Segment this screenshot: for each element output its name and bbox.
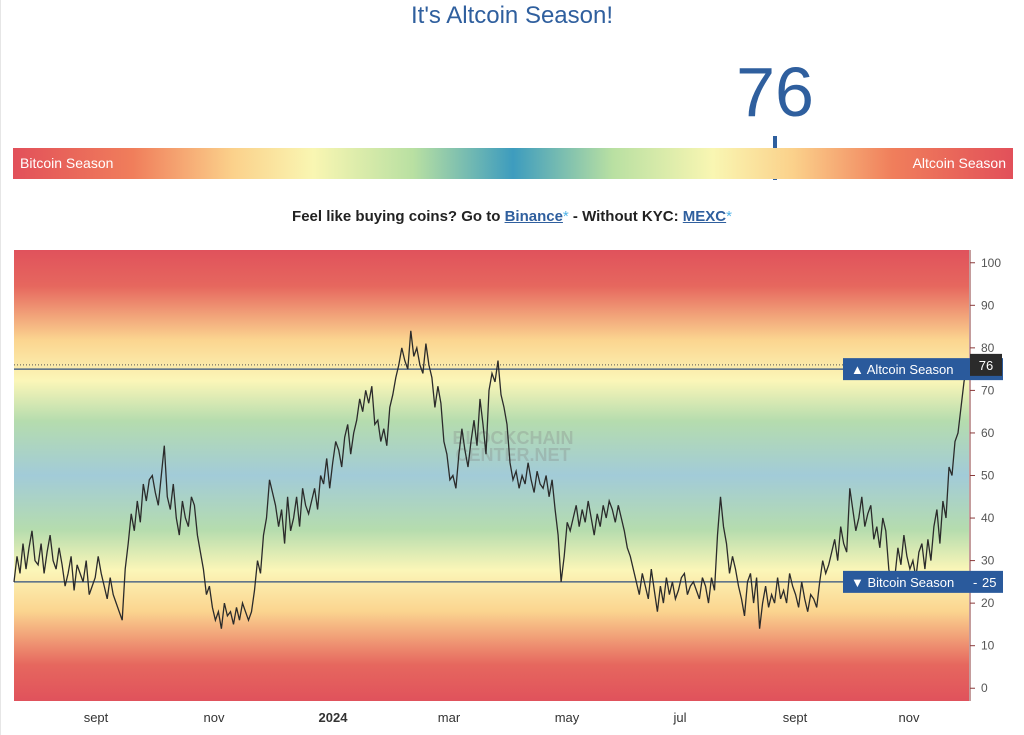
threshold-sep-1: - (973, 575, 977, 590)
y-tick-label-10: 10 (981, 639, 995, 653)
x-tick-label-5: jul (672, 710, 686, 725)
y-tick-label-60: 60 (981, 426, 995, 440)
threshold-label-1: ▼ Bitcoin Season (851, 575, 954, 590)
binance-link[interactable]: Binance (504, 208, 563, 225)
y-tick-label-80: 80 (981, 341, 995, 355)
threshold-label-box-1 (843, 570, 1003, 593)
x-tick-label-2: 2024 (319, 710, 349, 725)
x-tick-label-0: sept (84, 710, 109, 725)
current-value-box (970, 353, 1002, 376)
y-tick-label-50: 50 (981, 469, 995, 483)
threshold-label-box-0 (843, 358, 1003, 381)
threshold-value-1: 25 (982, 575, 996, 590)
index-value: 76 (736, 53, 814, 131)
y-tick-label-40: 40 (981, 511, 995, 525)
x-tick-label-1: nov (204, 710, 225, 725)
promo-text-1: Feel like buying coins? Go to (292, 208, 505, 225)
watermark: BLOCKCHAIN CENTER.NET (453, 428, 574, 465)
gauge-label-altcoin-season: Altcoin Season (912, 155, 1006, 171)
x-tick-label-3: mar (438, 710, 461, 725)
altcoin-index-chart: BLOCKCHAIN CENTER.NET 0 10 20 30 40 50 60 70 80 9… (13, 250, 1003, 725)
binance-star: * (562, 208, 569, 225)
mexc-star: * (726, 208, 732, 225)
threshold-label-0: ▲ Altcoin Season (851, 362, 953, 377)
y-tick-label-20: 20 (981, 596, 995, 610)
x-tick-label-6: sept (783, 710, 808, 725)
y-tick-label-100: 100 (981, 256, 1001, 270)
x-tick-label-4: may (555, 710, 580, 725)
mexc-link[interactable]: MEXC (682, 208, 727, 225)
gauge-label-bitcoin-season: Bitcoin Season (20, 155, 114, 171)
y-tick-label-0: 0 (981, 681, 988, 695)
plot-background (14, 250, 969, 701)
y-tick-label-70: 70 (981, 383, 995, 397)
page-frame-line (0, 0, 1, 735)
watermark-line-1: BLOCKCHAIN (453, 428, 574, 448)
current-value-label: 76 (979, 358, 993, 373)
promo-text-2: - Without KYC: (568, 208, 683, 225)
season-gauge-bar: Bitcoin Season Altcoin Season (13, 148, 1013, 179)
series-line (13, 330, 968, 629)
x-tick-label-7: nov (899, 710, 920, 725)
page-title: It's Altcoin Season! (410, 2, 614, 29)
watermark-line-2: CENTER.NET (455, 445, 570, 465)
promo-line: Feel like buying coins? Go to Binance* -… (0, 208, 1024, 225)
y-tick-label-90: 90 (981, 298, 995, 312)
y-tick-label-30: 30 (981, 554, 995, 568)
